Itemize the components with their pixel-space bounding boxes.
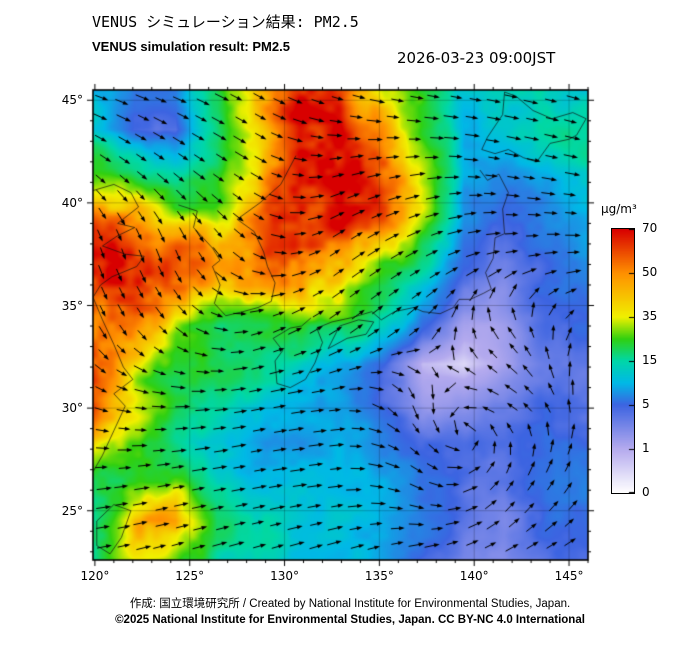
latitude-tick-label: 25° [61, 503, 83, 518]
colorbar-tick-label: 1 [642, 441, 650, 455]
pm25-concentration-map-canvas [83, 80, 598, 570]
colorbar-tick-label: 15 [642, 353, 658, 367]
page-title-english: VENUS simulation result: PM2.5 [92, 39, 290, 54]
latitude-tick-label: 35° [61, 298, 83, 313]
longitude-tick-label: 120° [80, 569, 110, 583]
credit-line: 作成: 国立環境研究所 / Created by National Instit… [129, 598, 571, 610]
longitude-tick-label: 125° [175, 569, 205, 583]
longitude-tick-label: 145° [554, 569, 584, 583]
license-line: ©2025 National Institute for Environment… [115, 614, 585, 626]
colorbar-tick-label: 50 [642, 265, 658, 279]
page-title-japanese: VENUS シミュレーション結果: PM2.5 [92, 13, 359, 31]
longitude-tick-label: 135° [364, 569, 394, 583]
colorbar-gradient [612, 229, 634, 493]
colorbar-tick-label: 70 [642, 221, 658, 235]
colorbar [611, 228, 635, 494]
colorbar-tick-label: 35 [642, 309, 658, 323]
latitude-tick-label: 40° [61, 195, 83, 210]
colorbar-tick-label: 5 [642, 397, 650, 411]
colorbar-unit-label: µg/m³ [601, 202, 637, 216]
latitude-tick-label: 45° [61, 93, 83, 108]
colorbar-tick-label: 0 [642, 485, 650, 499]
longitude-tick-label: 130° [270, 569, 299, 583]
latitude-tick-label: 30° [61, 401, 83, 416]
longitude-tick-label: 140° [459, 569, 489, 583]
simulation-timestamp: 2026-03-23 09:00JST [397, 49, 556, 67]
